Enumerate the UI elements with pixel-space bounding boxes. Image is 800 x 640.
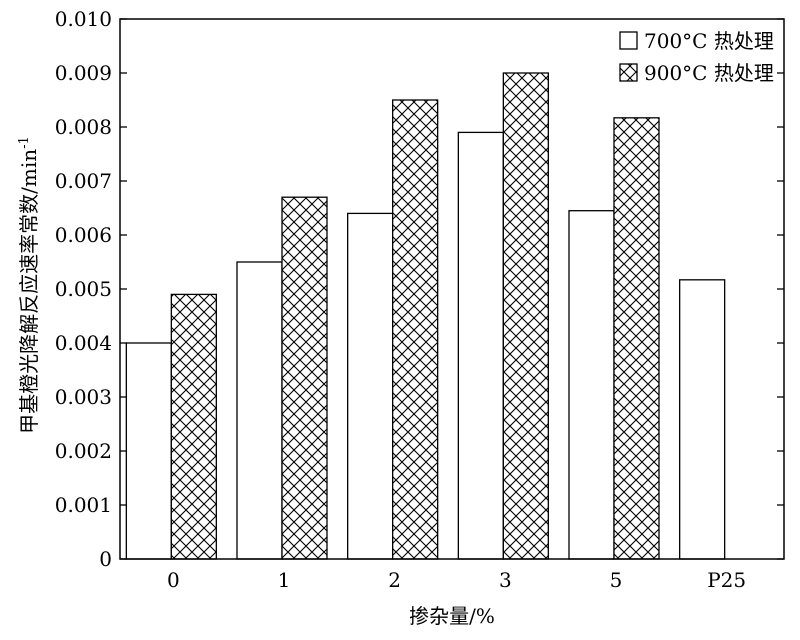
bars-group [125,72,726,560]
y-tick-label: 0.008 [55,115,112,139]
y-axis-label-text: 甲基橙光降解反应速率常数/min [17,149,41,434]
legend: 700°C 热处理 900°C 热处理 [619,29,774,85]
bar-700c-1 [236,261,283,560]
y-tick-label: 0.002 [55,439,112,463]
y-tick-label: 0.005 [55,277,112,301]
bar-900c-0 [170,293,217,560]
x-tick-label: 2 [388,568,401,592]
y-tick-label: 0.006 [55,223,112,247]
x-axis-ticks: 0 1 2 3 5 P25 [167,568,746,592]
x-tick-label: 5 [610,568,623,592]
bar-700c-5 [568,210,615,560]
x-tick-label: 1 [278,568,291,592]
bar-900c-1 [281,196,328,560]
y-tick-label: 0.007 [55,169,112,193]
legend-swatch-700 [619,31,638,50]
x-tick-label: 3 [499,568,512,592]
y-tick-label: 0 [99,547,112,571]
legend-label-900: 900°C 热处理 [644,61,774,85]
y-tick-label: 0.003 [55,385,112,409]
legend-label-700: 700°C 热处理 [644,29,774,53]
legend-swatch-900 [619,63,638,82]
bar-900c-2 [392,99,439,560]
bar-700c-P25 [679,279,726,560]
y-tick-label: 0.009 [55,61,112,85]
x-tick-label: P25 [707,568,746,592]
y-tick-label: 0.004 [55,331,112,355]
x-tick-label: 0 [167,568,180,592]
bar-900c-3 [502,72,549,560]
y-tick-label: 0.010 [55,7,112,31]
y-axis-label-superscript: -1 [17,136,32,149]
bar-900c-5 [613,117,660,560]
bar-700c-2 [347,212,394,560]
y-axis-ticks: 0 0.001 0.002 0.003 0.004 0.005 0.006 0.007 0.00… [55,7,784,571]
x-axis-label: 掺杂量/% [409,604,495,628]
y-axis-label: 甲基橙光降解反应速率常数/min-1 [17,136,41,434]
y-tick-label: 0.001 [55,493,112,517]
bar-700c-0 [125,342,172,560]
bar-700c-3 [457,131,504,560]
